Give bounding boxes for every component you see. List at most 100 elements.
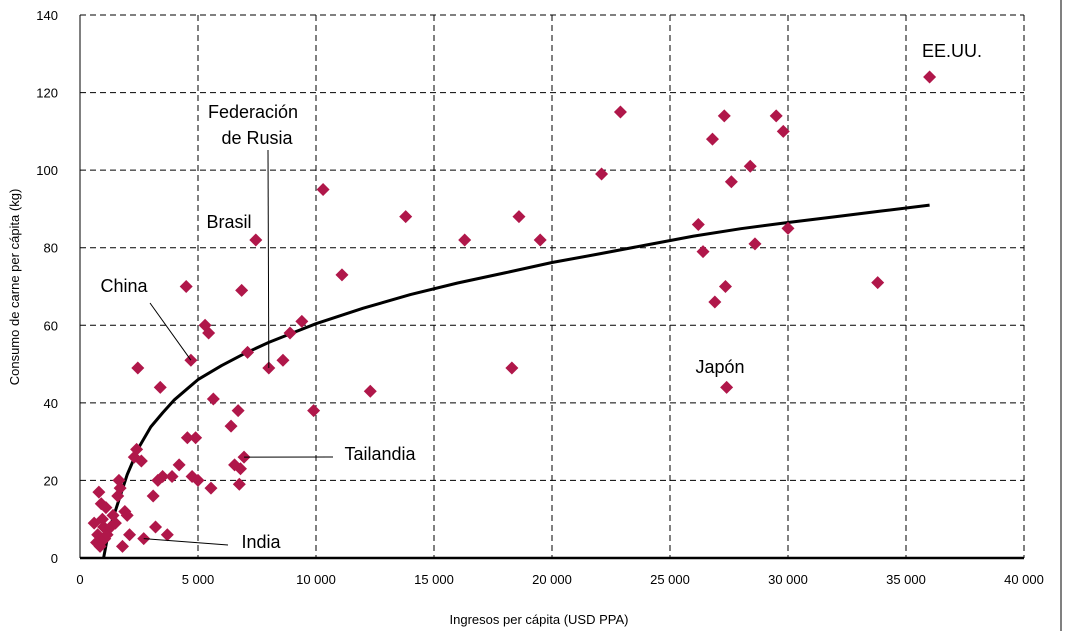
trend-line	[102, 203, 930, 559]
annotation-india: India	[241, 532, 281, 552]
data-point-42	[204, 481, 218, 495]
data-point-69	[696, 245, 710, 259]
trend-layer	[102, 203, 930, 559]
data-point-32	[165, 470, 179, 484]
x-tick-label-3: 15 000	[414, 572, 454, 587]
data-point-19	[120, 508, 134, 522]
data-point-38	[189, 431, 203, 445]
y-tick-label-5: 100	[36, 163, 58, 178]
data-point-9	[99, 501, 113, 515]
data-point-34	[179, 280, 193, 293]
annotation-china: China	[100, 276, 148, 296]
data-point-73	[718, 280, 732, 293]
annotation-brazil: Brasil	[206, 212, 251, 232]
y-tick-label-3: 60	[44, 318, 58, 333]
data-point-13	[108, 516, 122, 530]
data-point-67	[613, 105, 627, 119]
data-point-79	[776, 124, 790, 138]
data-point-57	[307, 404, 321, 418]
grid-lines	[80, 14, 1025, 558]
data-point-41	[202, 326, 216, 340]
data-point-33	[172, 458, 186, 472]
x-tick-label-7: 35 000	[886, 572, 926, 587]
x-tick-label-1: 5 000	[182, 572, 215, 587]
data-point-49	[235, 283, 249, 297]
data-point-6	[95, 512, 109, 526]
data-points	[87, 70, 937, 553]
data-point-68	[691, 217, 705, 231]
data-point-70	[705, 132, 719, 146]
data-point-26	[146, 489, 160, 503]
data-point-66	[595, 167, 609, 181]
annotation-japan: Japón	[695, 357, 744, 377]
x-tick-label-4: 20 000	[532, 572, 572, 587]
data-point-65	[533, 233, 547, 247]
data-point-16	[113, 481, 127, 495]
data-point-71	[708, 295, 722, 309]
y-tick-label-6: 120	[36, 86, 58, 101]
x-tick-label-2: 10 000	[296, 572, 336, 587]
data-point-23	[131, 361, 145, 375]
data-point-43	[206, 392, 220, 406]
data-point-74	[720, 380, 734, 394]
y-tick-labels: 0 20 40 60 80 100 120 140	[36, 8, 58, 566]
data-point-35	[180, 431, 194, 445]
data-point-22	[130, 442, 144, 456]
annotation-thailand: Tailandia	[344, 444, 416, 464]
data-point-31	[160, 528, 174, 542]
data-point-54	[276, 353, 290, 367]
annotation-russia-line2: de Rusia	[221, 128, 293, 148]
data-point-39	[191, 473, 205, 487]
data-point-56	[295, 314, 309, 328]
axes	[79, 15, 1024, 560]
data-point-76	[743, 159, 757, 173]
y-tick-label-4: 80	[44, 241, 58, 256]
y-tick-label-0: 0	[51, 551, 58, 566]
data-point-82	[923, 70, 937, 84]
data-point-29	[153, 380, 167, 394]
data-point-20	[123, 528, 137, 542]
data-point-15	[112, 473, 126, 487]
data-point-51	[241, 345, 255, 359]
x-tick-label-8: 40 000	[1004, 572, 1044, 587]
y-tick-label-1: 20	[44, 473, 58, 488]
data-point-52	[249, 233, 263, 247]
data-point-60	[363, 384, 377, 398]
data-point-80	[781, 221, 795, 235]
y-tick-label-2: 40	[44, 396, 58, 411]
data-point-44	[224, 419, 238, 433]
x-axis-title: Ingresos per cápita (USD PPA)	[450, 612, 629, 627]
annotation-leaders	[143, 149, 334, 546]
data-point-58	[316, 183, 330, 197]
x-tick-label-0: 0	[76, 572, 83, 587]
data-point-3	[92, 485, 106, 499]
y-axis-title: Consumo de carne per cápita (kg)	[7, 189, 22, 386]
data-point-24	[134, 454, 148, 468]
x-tick-labels: 0 5 000 10 000 15 000 20 000 25 000 30 000 35 0…	[76, 572, 1044, 587]
data-point-61	[399, 210, 413, 224]
leader-india	[143, 538, 229, 546]
data-point-46	[231, 404, 245, 418]
data-point-48	[233, 462, 247, 476]
data-point-81	[871, 276, 885, 290]
leader-russia	[267, 149, 270, 368]
data-point-77	[748, 237, 762, 251]
data-point-47	[232, 477, 246, 491]
data-point-75	[724, 175, 738, 189]
data-point-17	[115, 539, 129, 553]
data-point-59	[335, 268, 349, 282]
data-point-30	[156, 470, 170, 484]
x-tick-label-6: 30 000	[768, 572, 808, 587]
x-tick-label-5: 25 000	[650, 572, 690, 587]
data-point-78	[769, 109, 783, 123]
annotation-russia-line1: Federación	[208, 102, 298, 122]
data-point-64	[512, 210, 526, 224]
data-point-72	[717, 109, 731, 123]
y-tick-label-7: 140	[36, 8, 58, 23]
data-point-27	[149, 520, 163, 534]
data-point-62	[458, 233, 472, 247]
leader-china	[149, 302, 192, 361]
data-point-63	[505, 361, 519, 375]
data-point-55	[283, 326, 297, 340]
